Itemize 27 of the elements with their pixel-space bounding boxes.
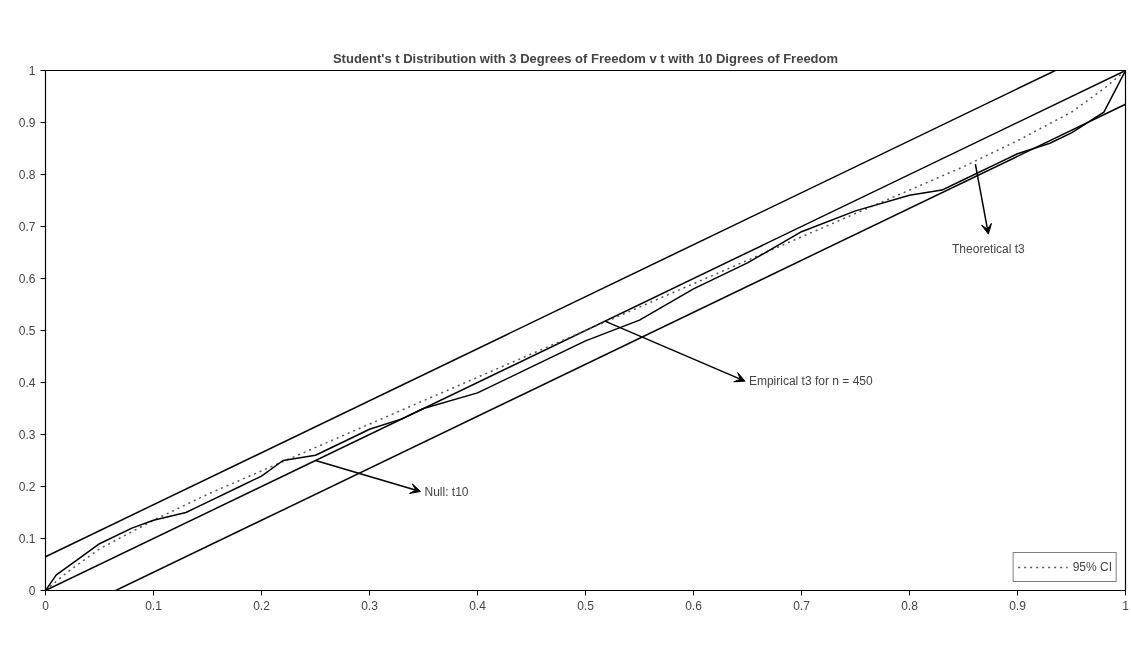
y-tick-label: 0.2 [18,480,36,494]
x-tick-label: 0.9 [1009,598,1027,613]
y-tick-label: 0.5 [18,324,36,338]
x-tick-label: 0.4 [469,598,487,613]
x-tick-label: 0 [42,598,50,613]
y-tick-label: 0.7 [18,220,36,234]
annotation: Theoretical t3 [952,242,1026,257]
y-tick-label: 0 [28,584,36,598]
legend-label: 95% CI [1072,560,1112,574]
y-tick-label: 0.8 [18,168,36,182]
y-tick-label: 0.9 [18,116,36,130]
x-tick-label: 0.3 [361,598,379,613]
y-tick-label: 0.1 [18,532,36,546]
annotation: Empirical t3 for n = 450 [748,374,873,389]
x-tick-label: 0.8 [901,598,919,613]
y-tick-label: 0.4 [18,376,36,390]
y-tick-label: 1 [28,64,36,78]
annotation: Null: t10 [424,484,469,499]
x-tick-label: 1 [1122,598,1130,613]
x-tick-label: 0.1 [145,598,163,613]
x-tick-label: 0.2 [253,598,271,613]
chart-title: Student's t Distribution with 3 Degrees of Freedom v t with 10 Digrees of Freedom [332,50,839,66]
x-tick-label: 0.7 [793,598,811,613]
x-tick-label: 0.6 [685,598,703,613]
x-tick-label: 0.5 [577,598,595,613]
y-tick-label: 0.6 [18,272,36,286]
y-tick-label: 0.3 [18,428,36,442]
